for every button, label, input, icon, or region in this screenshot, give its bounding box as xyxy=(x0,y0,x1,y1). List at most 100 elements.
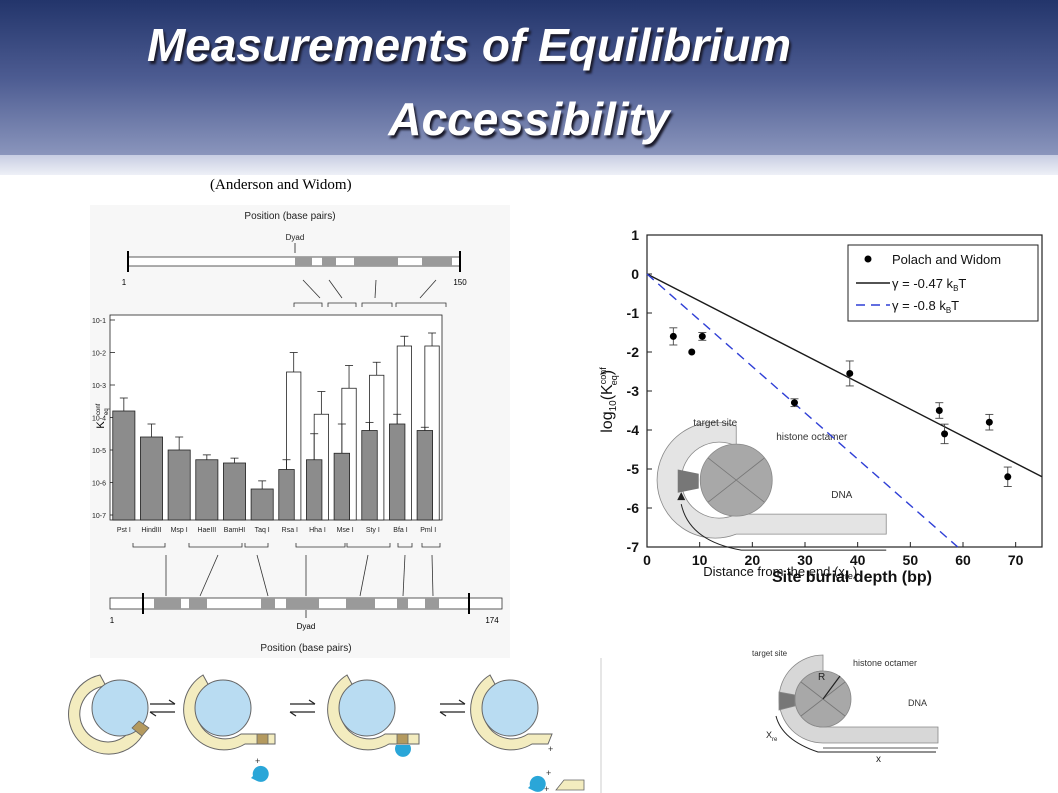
geo-xre: Xre xyxy=(766,730,778,743)
bottom-segment xyxy=(397,598,408,609)
scatter-ytick-label: -2 xyxy=(627,344,640,360)
bar-ytick-label: 10-6 xyxy=(92,481,106,488)
legend-label-line: γ = -0.47 kBT xyxy=(892,276,966,293)
legend-line-post: T xyxy=(951,298,959,313)
inset-target-site xyxy=(677,469,699,493)
scatter-xtick-label: 10 xyxy=(692,552,708,568)
ylabel-sub10: 10 xyxy=(608,400,619,412)
geo-xre-main: X xyxy=(766,730,772,740)
bottom-segment xyxy=(286,598,319,609)
legend-marker-points xyxy=(864,255,872,263)
bar-ylabel-sup: conf xyxy=(96,403,102,415)
bottom-axis-title: Position (base pairs) xyxy=(260,643,351,654)
inset-distance-sub: re xyxy=(845,571,853,581)
bar-plot-frame xyxy=(109,314,443,521)
plus-sign-3: + xyxy=(546,768,551,778)
bar-ytick-label: 10-5 xyxy=(92,448,106,455)
bar-ytick-label: 10-7 xyxy=(92,513,106,520)
bottom-segment xyxy=(261,598,275,609)
bottom-segment xyxy=(154,598,181,609)
octamer-2 xyxy=(194,679,252,737)
unwrapping-equilibrium-diagram: + + + + xyxy=(65,658,602,793)
geo-x: x xyxy=(876,754,881,765)
plus-sign-1: + xyxy=(255,756,260,766)
bottom-segment xyxy=(189,598,207,609)
bar-gray xyxy=(250,488,274,521)
octamer-1 xyxy=(91,679,149,737)
inset-histone-label: histone octamer xyxy=(776,432,848,443)
bar-ylabel-main: K xyxy=(95,421,107,429)
bar-gray xyxy=(140,436,163,521)
top-dyad-label: Dyad xyxy=(286,233,305,242)
scatter-point xyxy=(985,418,993,426)
inset-distance-label: Distance from the end (xre) xyxy=(703,564,857,581)
eq-arrows-2 xyxy=(289,699,316,717)
scatter-xtick-label: 30 xyxy=(797,552,813,568)
scatter-ytick-label: -3 xyxy=(627,383,640,399)
bar-category-label: HindIII xyxy=(141,527,161,534)
legend-line-sub: B xyxy=(946,306,951,315)
legend-line-text: γ = -0.8 k xyxy=(892,298,946,313)
bar-category-label: BamHI xyxy=(224,527,245,534)
eq-arrows-1 xyxy=(149,699,176,717)
protein-2 xyxy=(528,775,546,792)
scatter-point xyxy=(790,399,798,407)
top-connector-lines xyxy=(293,279,447,307)
scatter-xtick-label: 70 xyxy=(1008,552,1024,568)
target-site-3 xyxy=(396,733,409,745)
top-segment xyxy=(422,257,452,266)
scatter-xlabel: Site burial depth (bp) xyxy=(772,569,932,586)
bottom-segment xyxy=(346,598,375,609)
cleaved-fragment xyxy=(555,779,585,791)
banner-stripe xyxy=(0,155,1058,175)
ylabel-mid: (K xyxy=(599,384,616,400)
bar-gray xyxy=(333,452,350,521)
bar-category-label: Hha I xyxy=(309,527,326,534)
inset-dna-wrap xyxy=(656,421,887,539)
top-segment xyxy=(322,257,336,266)
bar-category-label: Bfa I xyxy=(393,527,407,534)
geo-xre-sub: re xyxy=(772,737,778,743)
bottom-connector-lines xyxy=(132,543,441,597)
scatter-ytick-label: -7 xyxy=(627,539,640,555)
slide-title-line2: Accessibility xyxy=(388,93,670,145)
scatter-xtick-label: 0 xyxy=(643,552,651,568)
accessibility-bar-figure: Position (base pairs) Dyad 1 150 10-110-… xyxy=(90,205,510,660)
scatter-point xyxy=(688,348,696,356)
bar-gray xyxy=(195,459,219,521)
scatter-ytick-label: 1 xyxy=(631,227,639,243)
geo-r-label: R xyxy=(818,672,825,683)
bar-chart-area: 10-1 10-2 10-3 10-4 10-5 10-6 10-7 Pst I HindIII… xyxy=(92,314,443,534)
legend-label-points: Polach and Widom xyxy=(892,252,1001,267)
bar-category-label: Pst I xyxy=(117,527,131,534)
legend-line-sub: B xyxy=(953,284,958,293)
state-2: + xyxy=(183,674,276,782)
ylabel-sup: conf xyxy=(598,367,608,385)
bar-gray xyxy=(416,430,433,521)
inset-octamer-divider xyxy=(707,457,765,503)
scatter-xtick-label: 50 xyxy=(903,552,919,568)
ylabel-close: ) xyxy=(599,370,616,375)
scatter-ylabel: log10(Kconfeq) xyxy=(598,367,619,433)
target-site-2 xyxy=(256,733,269,745)
bar-category-label: Mse I xyxy=(337,527,354,534)
bottom-dyad-label: Dyad xyxy=(297,622,316,631)
scatter-ytick-label: -4 xyxy=(627,422,640,438)
bar-category-label: Rsa I xyxy=(282,527,298,534)
plus-sign-2: + xyxy=(548,744,553,754)
top-dna-segments xyxy=(295,257,452,266)
bar-gray xyxy=(167,449,191,521)
line-gamma-0.47 xyxy=(646,273,1043,478)
scatter-point xyxy=(846,369,854,377)
top-start-label: 1 xyxy=(122,278,127,287)
scatter-ytick-label: -6 xyxy=(627,500,640,516)
legend-line-post: T xyxy=(958,276,966,291)
ylabel-sub: eq xyxy=(609,375,619,385)
inset-arrowhead xyxy=(677,492,686,501)
bar-category-label: HaeIII xyxy=(197,527,216,534)
scatter-point xyxy=(941,430,949,438)
top-axis-title: Position (base pairs) xyxy=(244,211,335,222)
scatter-xtick-label: 60 xyxy=(955,552,971,568)
geo-dna: DNA xyxy=(908,698,927,708)
